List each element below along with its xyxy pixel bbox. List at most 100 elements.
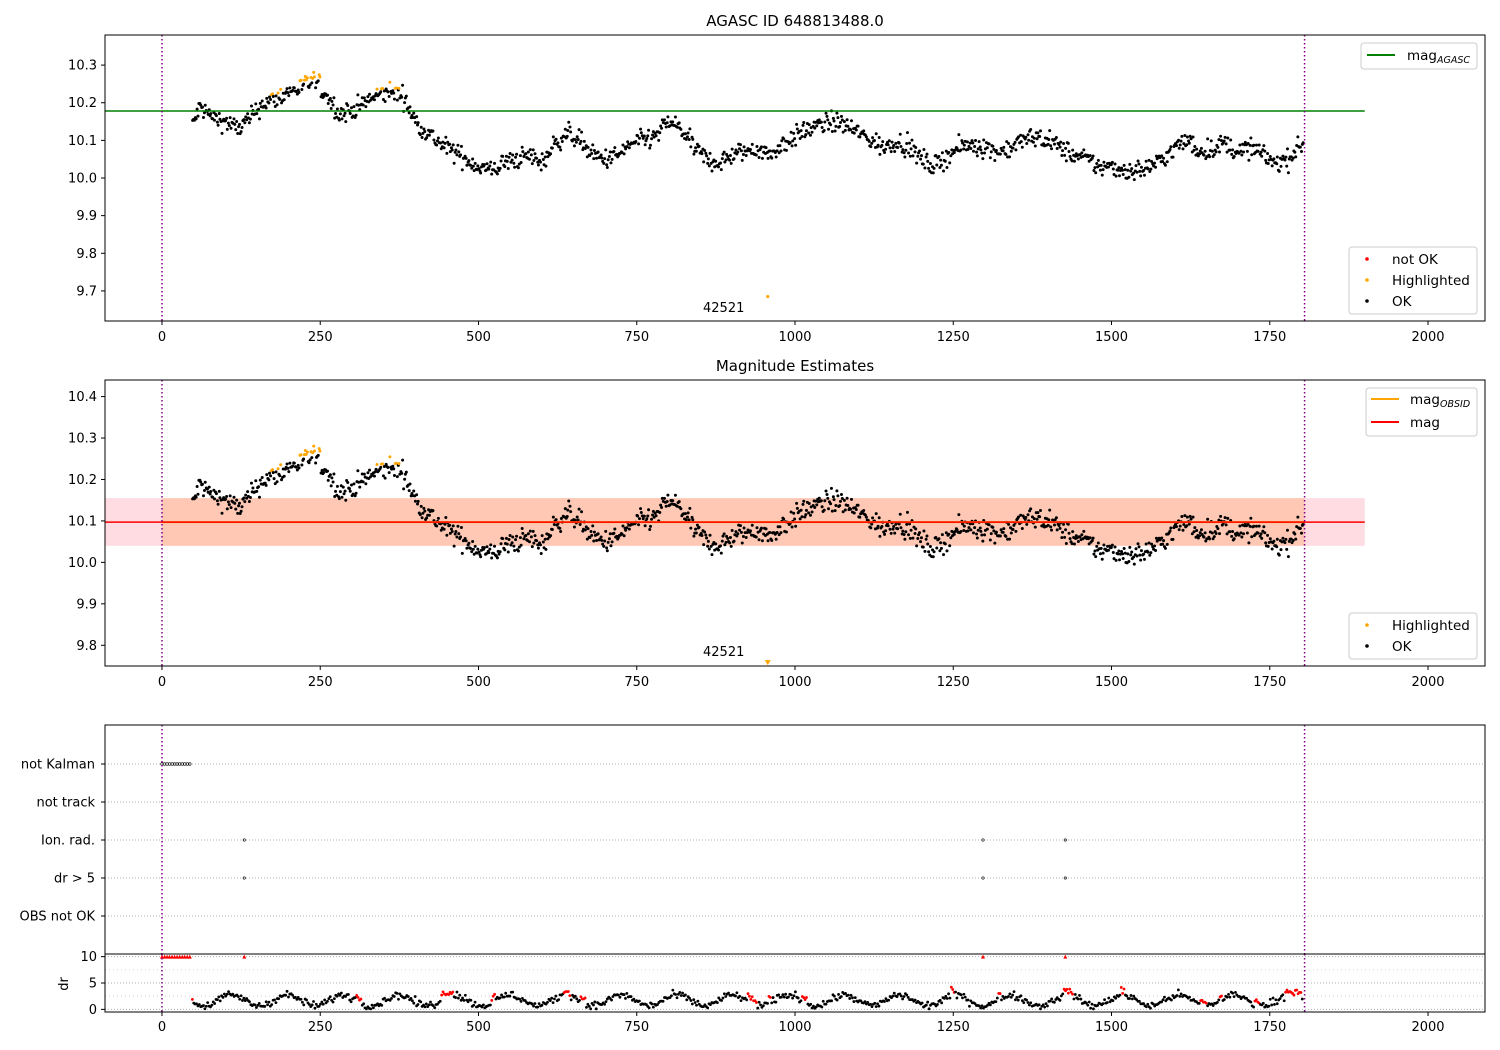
ok-point xyxy=(352,482,356,486)
dr-point xyxy=(589,1007,593,1011)
ok-point xyxy=(992,529,996,533)
ok-point xyxy=(888,146,892,150)
dr-point-not-ok xyxy=(951,988,955,991)
ok-point xyxy=(754,153,758,157)
ok-point xyxy=(775,531,779,535)
dr-point-not-ok xyxy=(1299,991,1303,994)
ok-point xyxy=(484,168,488,172)
ok-point xyxy=(1209,139,1213,143)
dr-point xyxy=(796,996,800,1000)
dr-point xyxy=(593,1000,597,1004)
ok-point xyxy=(915,544,919,548)
ok-point xyxy=(550,146,554,150)
dr-point xyxy=(624,997,627,1000)
ok-point xyxy=(1224,142,1228,146)
dr-point xyxy=(585,1005,588,1009)
dr-point xyxy=(1085,1001,1088,1005)
ok-point xyxy=(448,523,452,527)
dr-point-not-ok xyxy=(566,990,570,993)
ok-point xyxy=(739,149,743,153)
dr-point xyxy=(248,1000,251,1004)
ok-point xyxy=(825,114,829,118)
ok-point xyxy=(903,155,907,159)
ok-point xyxy=(1177,528,1181,532)
ok-point xyxy=(225,507,229,511)
ok-point xyxy=(419,504,423,508)
dr-point-not-ok xyxy=(1292,993,1296,997)
ok-point xyxy=(248,117,252,121)
ok-point xyxy=(450,530,454,534)
ok-point xyxy=(1187,522,1191,526)
ok-point xyxy=(697,144,701,148)
y-tick-label: 9.9 xyxy=(76,597,97,612)
ok-point xyxy=(451,143,455,147)
ok-point xyxy=(524,533,528,537)
ok-point xyxy=(507,155,511,159)
ok-point xyxy=(1109,546,1113,550)
dr-point xyxy=(263,1005,267,1008)
ok-point xyxy=(1099,163,1103,167)
dr-point xyxy=(488,1003,492,1007)
ok-point xyxy=(922,529,926,533)
ok-point xyxy=(379,465,383,469)
ok-point xyxy=(1182,522,1186,526)
dr-point xyxy=(307,1003,311,1006)
dr-point xyxy=(679,994,683,997)
x-tick-label: 1750 xyxy=(1253,330,1286,345)
ok-point xyxy=(835,489,839,493)
ok-point xyxy=(604,148,608,152)
dr-point xyxy=(771,996,775,999)
ok-point xyxy=(413,499,417,503)
ok-point xyxy=(896,145,900,149)
ok-point xyxy=(278,474,282,478)
dr-cap-marker xyxy=(170,954,175,959)
dr-point xyxy=(1019,994,1023,998)
dr-point xyxy=(553,997,556,1001)
ok-point xyxy=(302,457,306,461)
ok-point xyxy=(1281,154,1285,158)
ok-point xyxy=(1178,143,1182,147)
ok-point xyxy=(408,105,412,109)
highlighted-point xyxy=(394,461,398,465)
ok-point xyxy=(527,540,531,544)
ok-point xyxy=(808,133,812,137)
ok-point xyxy=(991,525,995,529)
ok-point xyxy=(695,142,699,146)
dr-point xyxy=(782,995,786,999)
ok-point xyxy=(689,526,693,530)
dr-point xyxy=(369,1007,373,1011)
ok-point xyxy=(465,546,469,550)
ok-point xyxy=(985,527,989,531)
ok-point xyxy=(1242,532,1246,536)
ok-point xyxy=(268,471,272,475)
ok-point xyxy=(829,502,833,506)
dr-point xyxy=(1249,1000,1253,1004)
ok-point xyxy=(497,552,501,556)
ok-point xyxy=(465,163,469,167)
ok-point xyxy=(1287,539,1291,543)
dr-point xyxy=(745,998,749,1002)
ok-point xyxy=(511,153,515,157)
ok-point xyxy=(843,508,847,512)
ok-point xyxy=(968,141,972,145)
dr-point xyxy=(392,995,396,998)
ok-point xyxy=(521,531,525,535)
ok-point xyxy=(1256,149,1260,153)
dr-point xyxy=(761,1004,765,1008)
ok-point xyxy=(520,526,524,530)
ok-point xyxy=(1025,141,1029,145)
dr-point xyxy=(1061,992,1065,996)
dr-point xyxy=(266,1003,269,1007)
dr-point xyxy=(331,1000,335,1004)
ok-point xyxy=(764,527,768,531)
ok-point xyxy=(826,496,830,500)
ok-point xyxy=(203,480,207,484)
ok-point xyxy=(1136,542,1140,546)
ok-point xyxy=(201,494,205,498)
ok-point xyxy=(539,168,543,172)
ok-point xyxy=(201,116,205,120)
ok-point xyxy=(724,540,728,544)
ok-point xyxy=(575,515,579,519)
ok-point xyxy=(1263,531,1267,535)
dr-point xyxy=(1179,992,1183,996)
